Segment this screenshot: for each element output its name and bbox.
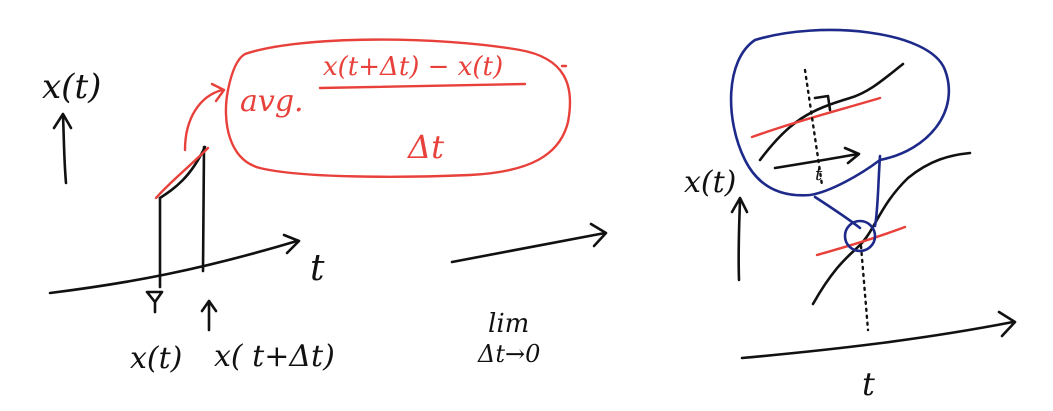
callout-connector: [183, 88, 224, 152]
zoom-curve: [758, 62, 905, 162]
average-rate-callout: avg. x(t+Δt) − x(t) Δt: [183, 38, 572, 178]
left-y-axis-arrow: [61, 113, 68, 185]
right-graph: x(t) t t: [684, 28, 1017, 403]
zoom-cone-right: [873, 154, 882, 228]
limit-bottom-text: Δt→0: [477, 340, 540, 368]
zoom-axis-arrow: [773, 152, 860, 170]
left-x-axis-arrowhead: [282, 233, 301, 255]
right-y-axis-arrow: [737, 198, 742, 282]
limit-top-text: lim: [488, 309, 529, 339]
secant-line: [154, 146, 210, 200]
left-y-axis-label: x(t): [42, 67, 101, 107]
tick-label-t-plus-dt: x( t+Δt): [214, 339, 335, 374]
right-dotted-guide: [859, 244, 870, 332]
callout-denominator: Δt: [406, 128, 444, 166]
left-x-axis: [48, 239, 299, 295]
callout-fraction-bar: [318, 82, 527, 90]
zoom-focus-circle: [843, 219, 877, 253]
right-x-axis-label: t: [862, 365, 875, 403]
zoom-dotted-guide: [803, 68, 824, 187]
tick-marker-t-plus-dt: [200, 299, 218, 332]
zoom-right-angle-mark: [813, 94, 832, 112]
callout-connector-arrowhead: [210, 82, 226, 103]
zoom-tangent-line: [750, 96, 882, 139]
left-x-axis-label: t: [310, 248, 325, 289]
left-y-axis-arrowhead: [52, 112, 73, 130]
left-graph: x(t) t x(t) x( t+Δt): [42, 67, 335, 376]
zoom-bubble: [729, 28, 951, 197]
right-x-axis: [740, 320, 1015, 360]
transition-arrowhead: [589, 222, 608, 248]
tick-label-t: x(t): [130, 341, 182, 376]
right-y-axis-label: x(t): [684, 165, 736, 200]
zoom-axis-label: t: [815, 164, 823, 185]
zoom-magnifier: t: [729, 28, 951, 197]
right-x-axis-arrowhead: [997, 310, 1017, 338]
callout-numerator: x(t+Δt) − x(t): [323, 52, 503, 82]
tick-marker-t: [145, 290, 164, 314]
function-curve: [811, 151, 972, 306]
tangent-line: [815, 225, 907, 257]
zoom-axis-arrowhead: [843, 146, 861, 165]
transition-arrow: [450, 231, 607, 264]
limit-transition: lim Δt→0: [450, 222, 608, 368]
zoom-cone-left: [813, 195, 862, 230]
left-vertical-line-t-plus-dt: [201, 145, 206, 273]
callout-avg-label: avg.: [240, 84, 304, 119]
callout-bubble: [224, 38, 572, 178]
right-y-axis-arrowhead: [730, 196, 749, 214]
